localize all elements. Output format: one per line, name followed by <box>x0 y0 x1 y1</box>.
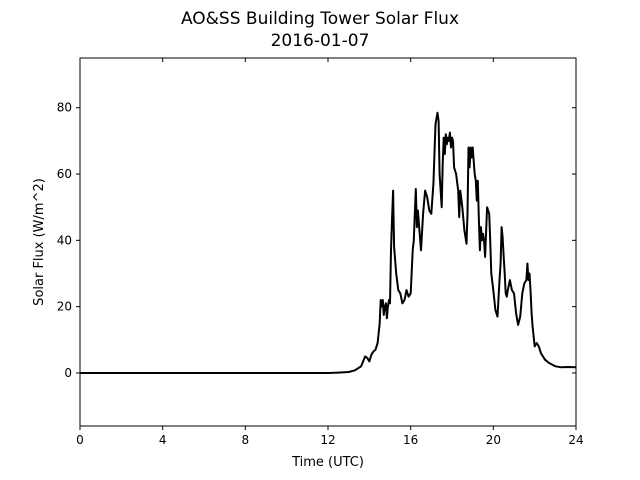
x-tick-label: 20 <box>486 433 501 447</box>
y-tick-label: 20 <box>57 300 72 314</box>
y-axis-ticks: 0 20 40 60 80 <box>57 101 576 380</box>
x-tick-label: 24 <box>568 433 583 447</box>
x-tick-label: 16 <box>403 433 418 447</box>
x-tick-label: 8 <box>242 433 250 447</box>
x-tick-label: 4 <box>159 433 167 447</box>
y-tick-label: 60 <box>57 167 72 181</box>
y-axis-label: Solar Flux (W/m^2) <box>32 178 47 306</box>
solar-flux-line <box>80 111 577 374</box>
chart-title: AO&SS Building Tower Solar Flux <box>181 9 459 29</box>
x-tick-label: 12 <box>320 433 335 447</box>
plot-area: 0 4 8 12 16 20 24 0 20 40 60 80 <box>57 57 584 447</box>
x-tick-label: 0 <box>76 433 84 447</box>
x-axis-ticks: 0 4 8 12 16 20 24 <box>76 58 584 447</box>
x-axis-label: Time (UTC) <box>291 455 364 470</box>
y-tick-label: 80 <box>57 101 72 115</box>
y-tick-label: 0 <box>64 366 72 380</box>
chart-subtitle: 2016-01-07 <box>271 31 370 51</box>
y-tick-label: 40 <box>57 233 72 247</box>
